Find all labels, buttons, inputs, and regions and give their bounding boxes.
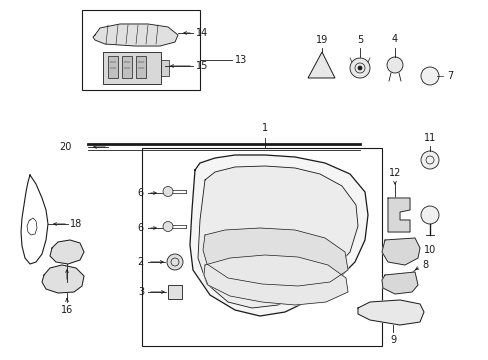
- Text: 9: 9: [389, 335, 395, 345]
- Bar: [122, 56, 132, 78]
- Bar: [108, 56, 118, 78]
- Text: 12: 12: [388, 168, 400, 178]
- Text: 10: 10: [423, 245, 435, 255]
- Text: 6: 6: [138, 223, 143, 233]
- Circle shape: [420, 151, 438, 169]
- Circle shape: [163, 186, 173, 197]
- Bar: [161, 60, 169, 76]
- Bar: [103, 52, 161, 84]
- Circle shape: [386, 57, 402, 73]
- Text: 15: 15: [196, 61, 208, 71]
- Text: 3: 3: [138, 287, 143, 297]
- Polygon shape: [93, 24, 178, 46]
- Polygon shape: [203, 228, 347, 286]
- Circle shape: [349, 58, 369, 78]
- Text: 13: 13: [235, 55, 247, 65]
- Circle shape: [420, 206, 438, 224]
- Text: 8: 8: [421, 260, 427, 270]
- Circle shape: [357, 66, 361, 70]
- Text: 1: 1: [262, 123, 267, 133]
- Text: 18: 18: [70, 219, 82, 229]
- Polygon shape: [27, 218, 37, 235]
- Text: 17: 17: [61, 285, 73, 295]
- Circle shape: [420, 67, 438, 85]
- Circle shape: [163, 221, 173, 231]
- Polygon shape: [381, 272, 417, 294]
- Bar: [136, 56, 146, 78]
- Polygon shape: [198, 166, 357, 308]
- Text: 20: 20: [60, 142, 72, 152]
- Bar: [82, 10, 200, 90]
- Circle shape: [167, 254, 183, 270]
- Text: 11: 11: [423, 133, 435, 143]
- Bar: [142, 148, 381, 346]
- Polygon shape: [307, 52, 334, 78]
- Polygon shape: [190, 155, 367, 316]
- Polygon shape: [357, 300, 423, 325]
- Text: 5: 5: [356, 35, 363, 45]
- Text: 7: 7: [446, 71, 452, 81]
- Text: 6: 6: [138, 188, 143, 198]
- Text: 19: 19: [315, 35, 327, 45]
- Polygon shape: [42, 265, 84, 293]
- Text: 14: 14: [196, 28, 208, 38]
- Polygon shape: [387, 198, 409, 232]
- Text: 16: 16: [61, 305, 73, 315]
- Polygon shape: [50, 240, 84, 264]
- Text: 2: 2: [138, 257, 143, 267]
- Polygon shape: [381, 238, 419, 265]
- Text: 4: 4: [391, 34, 397, 44]
- Bar: [168, 285, 182, 299]
- Polygon shape: [203, 255, 347, 305]
